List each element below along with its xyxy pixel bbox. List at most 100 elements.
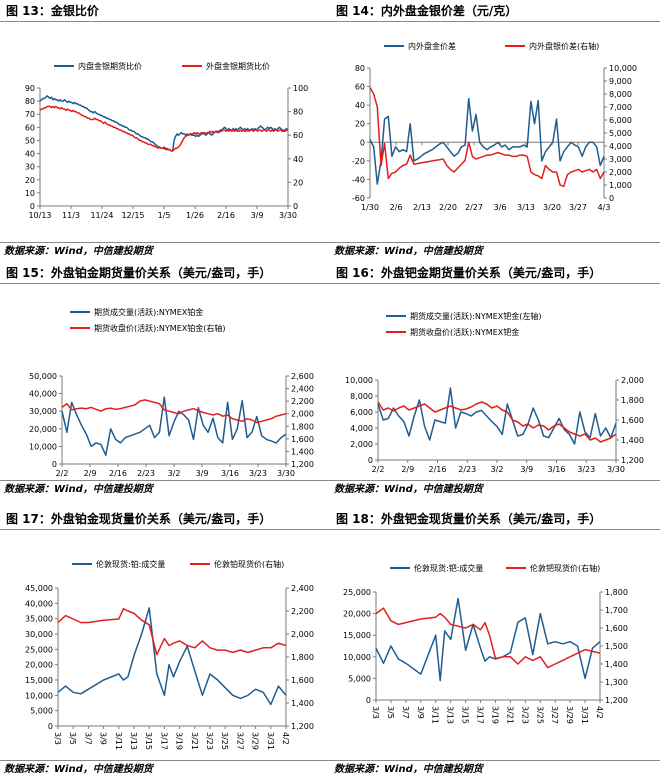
x-tick-label: 3/19 — [175, 732, 184, 750]
x-tick-label: 3/7 — [83, 732, 92, 745]
series-line-blue — [375, 597, 601, 682]
right-tick-label: 2,000 — [621, 376, 644, 385]
x-tick-label: 3/6 — [494, 203, 507, 212]
source-note: 数据来源：Wind，中信建投期货 — [0, 480, 330, 498]
x-tick-label: 2/23 — [458, 465, 476, 474]
chart-title: 图 16：外盘钯金期货量价关系（美元/盎司，手） — [330, 262, 660, 284]
chart-panel-17: 图 17：外盘铂金现货量价关系（美元/盎司，手） 0 5,000 10,000 15,… — [0, 508, 330, 779]
chart-16-plot: 0 2,000 4,000 6,000 8,000 10,000 1,200 1,400 1,6… — [345, 311, 644, 474]
x-tick-label: 3/9 — [196, 469, 209, 478]
right-tick-label: 1,200 — [621, 456, 644, 465]
x-tick-label: 3/16 — [548, 465, 566, 474]
series-line-blue — [61, 396, 287, 456]
right-tick-label: 1,400 — [291, 447, 314, 456]
right-tick-label: 2,000 — [609, 168, 632, 177]
chart-title: 图 17：外盘铂金现货量价关系（美元/盎司，手） — [0, 508, 330, 530]
right-tick-label: 1,400 — [621, 436, 644, 445]
legend-label: 内外盘金价差 — [408, 41, 456, 51]
chart-title: 图 14：内外盘金银价差（元/克） — [330, 0, 660, 22]
x-tick-label: 3/9 — [416, 706, 425, 719]
x-tick-label: 3/5 — [386, 706, 395, 719]
right-tick-label: 2,400 — [291, 385, 314, 394]
left-tick-label: -20 — [352, 157, 365, 166]
x-tick-label: 2/6 — [390, 203, 403, 212]
left-tick-label: 35,000 — [25, 615, 53, 624]
left-tick-label: 6,000 — [350, 408, 373, 417]
x-tick-label: 3/2 — [491, 465, 504, 474]
left-tick-label: 90 — [25, 84, 35, 93]
chart-14-plot: -60 -40 -20 0 20 40 60 80 0 1,000 2,000 3,000 4,000 5… — [352, 41, 637, 212]
x-tick-label: 3/21 — [505, 706, 514, 724]
x-tick-label: 2/20 — [439, 203, 457, 212]
x-tick-label: 2/16 — [109, 469, 127, 478]
right-tick-label: 3,000 — [609, 155, 632, 164]
right-tick-label: 100 — [293, 84, 308, 93]
x-tick-label: 3/25 — [220, 732, 229, 750]
right-tick-label: 0 — [293, 202, 298, 211]
right-tick-label: 10,000 — [609, 64, 637, 73]
chart-panel-14: 图 14：内外盘金银价差（元/克） -60 -40 -20 0 20 40 60 80 0 1,0… — [330, 0, 660, 262]
x-tick-label: 2/2 — [372, 465, 385, 474]
x-tick-label: 3/31 — [580, 706, 589, 724]
right-tick-label: 7,000 — [609, 103, 632, 112]
chart-18-plot: 0 5,000 10,000 15,000 20,000 25,000 1,200 1,300… — [343, 563, 628, 724]
left-tick-label: 30,000 — [25, 630, 53, 639]
source-note: 数据来源：Wind，中信建投期货 — [330, 480, 660, 498]
x-tick-label: 3/23 — [205, 732, 214, 750]
x-tick-label: 4/2 — [281, 732, 290, 745]
x-tick-label: 3/29 — [251, 732, 260, 750]
x-tick-label: 1/26 — [186, 211, 204, 220]
right-tick-label: 1,500 — [605, 642, 628, 651]
x-tick-label: 3/11 — [114, 732, 123, 750]
left-tick-label: 0 — [52, 460, 57, 469]
left-tick-label: 25,000 — [343, 588, 371, 597]
left-tick-label: 30 — [25, 163, 35, 172]
right-tick-label: 1,800 — [291, 422, 314, 431]
left-tick-label: 10,000 — [29, 442, 57, 451]
x-tick-label: 3/23 — [520, 706, 529, 724]
left-tick-label: 0 — [30, 202, 35, 211]
right-tick-label: 2,400 — [291, 584, 314, 593]
x-tick-label: 3/2 — [168, 469, 181, 478]
legend-label: 伦敦现货:铂:成交量 — [96, 559, 165, 569]
left-tick-label: 40,000 — [29, 390, 57, 399]
legend-label: 外盘金银期货比价 — [206, 61, 270, 71]
x-tick-label: 3/23 — [249, 469, 267, 478]
right-tick-label: 1,600 — [291, 676, 314, 685]
x-tick-label: 3/15 — [144, 732, 153, 750]
legend-label: 伦敦现货:钯:成交量 — [414, 563, 483, 573]
left-tick-label: 60 — [355, 83, 365, 92]
chart-title: 图 13：金银比价 — [0, 0, 330, 22]
series-line-red — [369, 87, 605, 188]
x-tick-label: 12/15 — [121, 211, 144, 220]
x-tick-label: 2/16 — [217, 211, 235, 220]
left-tick-label: 20 — [25, 176, 35, 185]
left-tick-label: 10,000 — [25, 691, 53, 700]
x-tick-label: 2/9 — [401, 465, 414, 474]
x-tick-label: 3/31 — [266, 732, 275, 750]
left-tick-label: 80 — [355, 64, 365, 73]
left-tick-label: 30,000 — [29, 407, 57, 416]
left-tick-label: 0 — [48, 722, 53, 731]
left-tick-label: 80 — [25, 97, 35, 106]
x-tick-label: 4/3 — [598, 203, 611, 212]
right-tick-label: 1,600 — [621, 416, 644, 425]
x-tick-label: 10/13 — [28, 211, 51, 220]
left-tick-label: 20,000 — [25, 661, 53, 670]
chart-title: 图 18：外盘钯金现货量价关系（美元/盎司，手） — [330, 508, 660, 530]
chart-panel-18: 图 18：外盘钯金现货量价关系（美元/盎司，手） 0 5,000 10,000 15,… — [330, 508, 660, 779]
right-tick-label: 0 — [609, 194, 614, 203]
left-tick-label: 5,000 — [30, 707, 53, 716]
right-tick-label: 80 — [293, 108, 303, 117]
right-tick-label: 1,200 — [291, 460, 314, 469]
x-tick-label: 3/17 — [159, 732, 168, 750]
right-tick-label: 60 — [293, 131, 303, 140]
x-tick-label: 3/7 — [401, 706, 410, 719]
left-tick-label: 0 — [368, 456, 373, 465]
x-tick-label: 3/11 — [431, 706, 440, 724]
x-tick-label: 3/19 — [490, 706, 499, 724]
x-tick-label: 3/23 — [577, 465, 595, 474]
x-tick-label: 4/2 — [595, 706, 604, 719]
left-tick-label: 15,000 — [25, 676, 53, 685]
right-tick-label: 2,000 — [291, 630, 314, 639]
